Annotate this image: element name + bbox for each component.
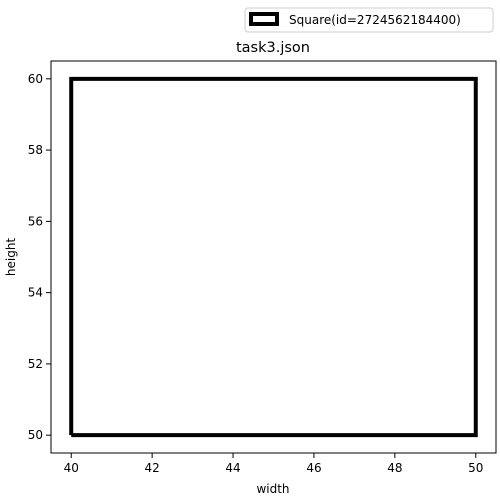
- legend: Square(id=2724562184400): [244, 7, 494, 33]
- legend-swatch: [249, 12, 279, 26]
- x-tick-label: 40: [64, 461, 79, 475]
- x-tick-label: 50: [468, 461, 483, 475]
- x-tick-label: 46: [306, 461, 321, 475]
- y-tick-label: 60: [28, 72, 43, 86]
- x-tick-label: 42: [144, 461, 159, 475]
- legend-label: Square(id=2724562184400): [289, 13, 461, 27]
- y-tick-label: 54: [28, 286, 43, 300]
- chart-title: task3.json: [236, 40, 310, 56]
- x-axis: 40 42 44 46 48 50: [64, 453, 483, 475]
- y-tick-label: 52: [28, 357, 43, 371]
- legend-frame: [244, 7, 494, 33]
- y-tick-label: 50: [28, 428, 43, 442]
- y-axis: 50 52 54 56 58 60: [28, 72, 51, 442]
- plot-frame: [50, 60, 497, 454]
- y-axis-label: height: [4, 238, 18, 277]
- x-tick-label: 44: [225, 461, 240, 475]
- series-layer: [69, 76, 478, 438]
- square-outline: [69, 76, 478, 438]
- x-axis-label: width: [256, 482, 289, 496]
- y-tick-label: 56: [28, 214, 43, 228]
- y-tick-label: 58: [28, 143, 43, 157]
- x-tick-label: 48: [387, 461, 402, 475]
